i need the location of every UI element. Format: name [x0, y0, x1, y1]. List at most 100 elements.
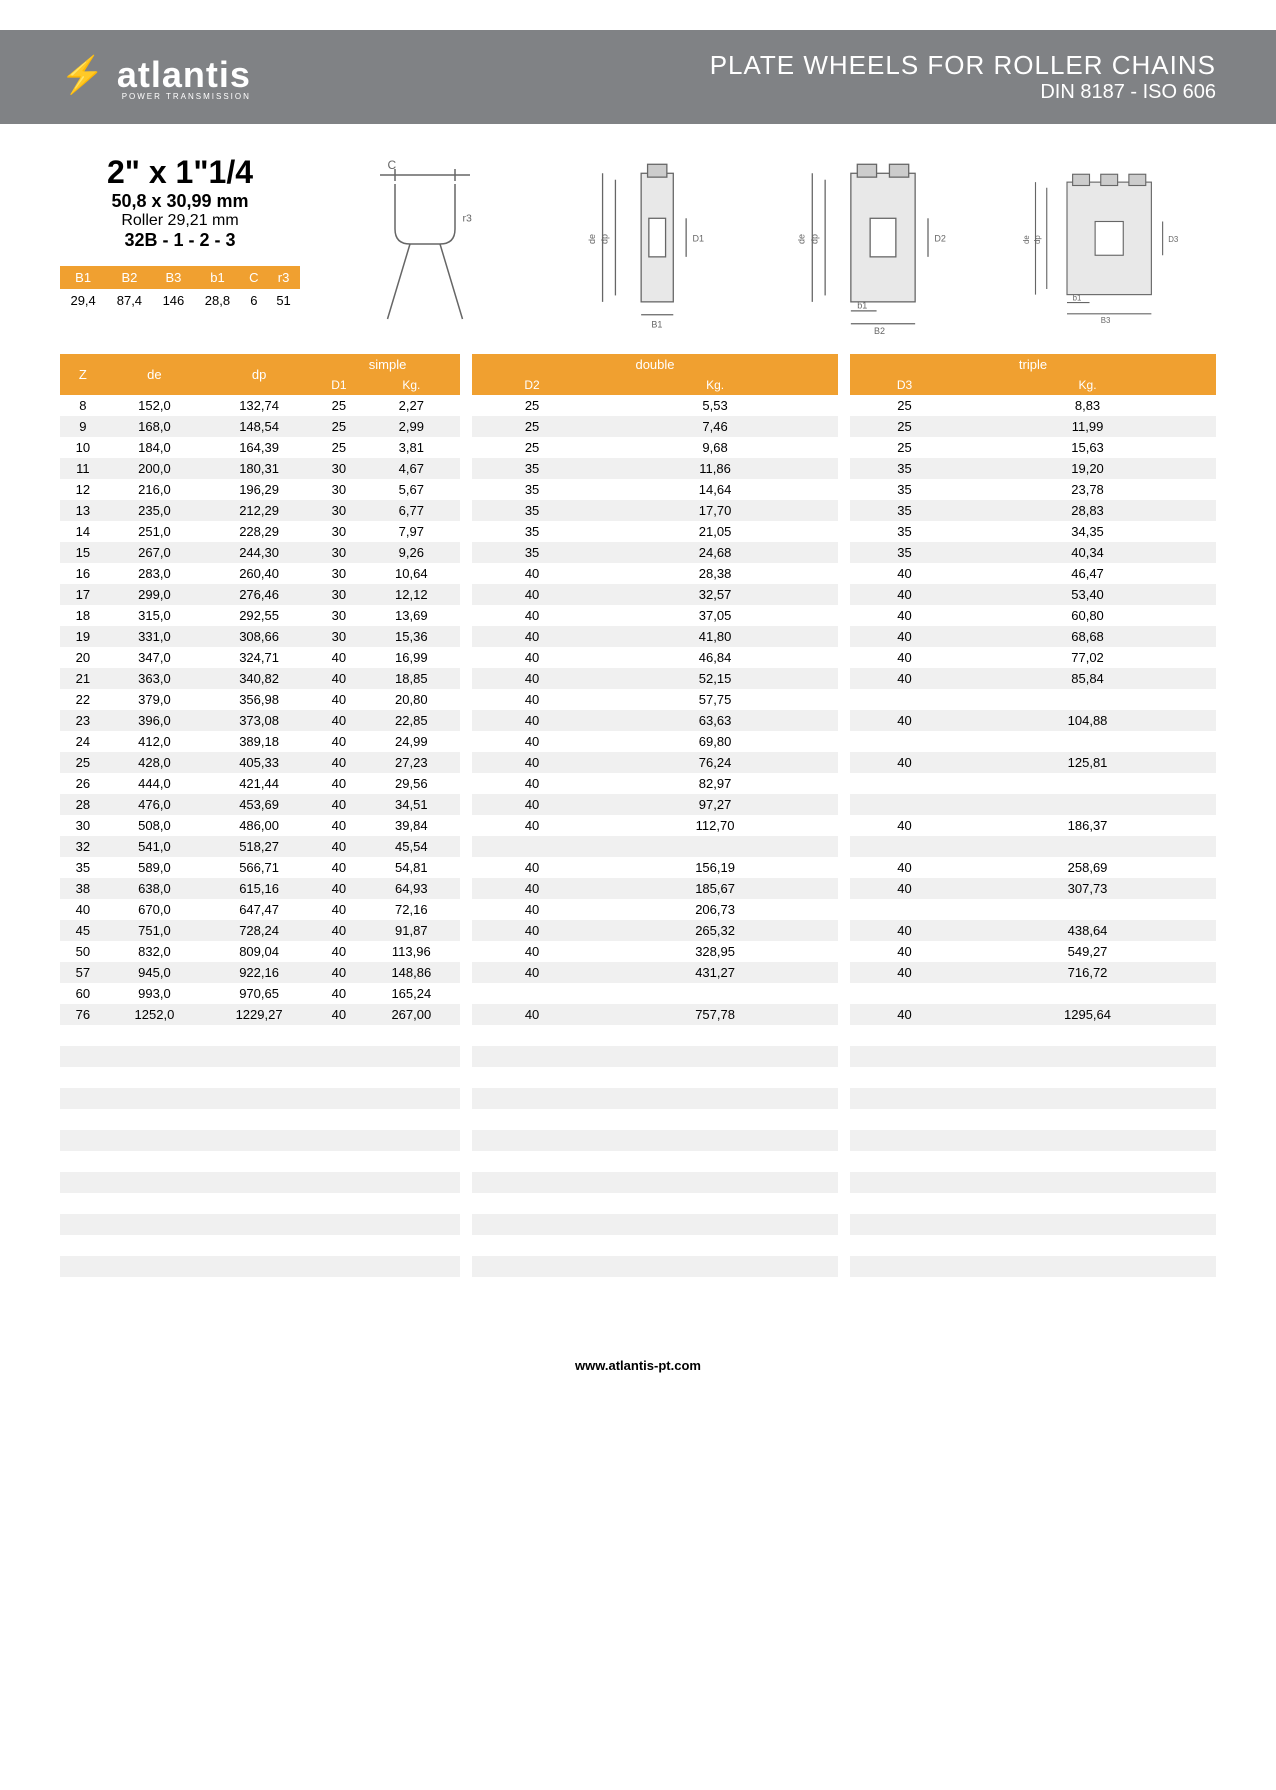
- table-cell: 638,0: [106, 878, 203, 899]
- table-cell: 35: [60, 857, 106, 878]
- table-cell: [472, 1130, 592, 1151]
- table-cell: 2,27: [363, 395, 460, 416]
- table-cell: 12,12: [363, 584, 460, 605]
- table-cell: 307,73: [959, 878, 1216, 899]
- table-cell: 22,85: [363, 710, 460, 731]
- table-cell: 670,0: [106, 899, 203, 920]
- table-cell: 104,88: [959, 710, 1216, 731]
- diagram-double: de dp D2 b1 B2: [793, 154, 973, 334]
- table-cell: 21,05: [592, 521, 838, 542]
- table-cell: [203, 1088, 315, 1109]
- table-cell: 40: [850, 857, 959, 878]
- table-cell: 64,93: [363, 878, 460, 899]
- table-cell: 832,0: [106, 941, 203, 962]
- spec-mm: 50,8 x 30,99 mm: [60, 191, 300, 212]
- table-cell: [363, 1025, 460, 1046]
- table-cell: 40: [850, 878, 959, 899]
- table-cell: [850, 731, 959, 752]
- table-cell: [850, 1046, 959, 1067]
- table-cell: 428,0: [106, 752, 203, 773]
- table-cell: 40: [315, 647, 363, 668]
- dim-value: 87,4: [106, 289, 152, 312]
- table-cell: [315, 1067, 363, 1088]
- table-cell: [592, 1025, 838, 1046]
- table-cell: [60, 1109, 106, 1130]
- table-cell: 97,27: [592, 794, 838, 815]
- table-cell: 57: [60, 962, 106, 983]
- table-cell: 1229,27: [203, 1004, 315, 1025]
- table-cell: 40: [850, 626, 959, 647]
- dim-header: r3: [267, 266, 300, 289]
- title-line2: DIN 8187 - ISO 606: [710, 81, 1216, 104]
- table-cell: 30: [315, 626, 363, 647]
- svg-text:de: de: [1022, 235, 1031, 244]
- table-cell: 40: [315, 941, 363, 962]
- table-cell: 53,40: [959, 584, 1216, 605]
- table-cell: 276,46: [203, 584, 315, 605]
- table-cell: [60, 1235, 106, 1256]
- table-cell: 16,99: [363, 647, 460, 668]
- table-cell: 25: [472, 395, 592, 416]
- table-cell: [60, 1256, 106, 1277]
- table-cell: [850, 1130, 959, 1151]
- svg-text:B3: B3: [1100, 316, 1110, 325]
- table-cell: 113,96: [363, 941, 460, 962]
- table-cell: [203, 1046, 315, 1067]
- table-cell: [106, 1277, 203, 1298]
- table-cell: 40: [850, 815, 959, 836]
- table-cell: [363, 1193, 460, 1214]
- table-cell: [203, 1109, 315, 1130]
- table-cell: 35: [850, 479, 959, 500]
- table-cell: [592, 1130, 838, 1151]
- table-cell: 40,34: [959, 542, 1216, 563]
- table-cell: 40: [472, 668, 592, 689]
- table-cell: 40: [472, 731, 592, 752]
- table-cell: [363, 1130, 460, 1151]
- table-cell: [60, 1151, 106, 1172]
- table-cell: 566,71: [203, 857, 315, 878]
- table-cell: [472, 836, 592, 857]
- table-cell: 7,97: [363, 521, 460, 542]
- table-cell: 30: [315, 605, 363, 626]
- table-cell: [472, 1256, 592, 1277]
- table-cell: 421,44: [203, 773, 315, 794]
- table-cell: 251,0: [106, 521, 203, 542]
- table-cell: [959, 1277, 1216, 1298]
- table-cell: [472, 1067, 592, 1088]
- table-cell: 14: [60, 521, 106, 542]
- table-cell: 27,23: [363, 752, 460, 773]
- table-cell: [203, 1130, 315, 1151]
- table-cell: 40: [472, 878, 592, 899]
- table-cell: [60, 1130, 106, 1151]
- table-cell: 30: [315, 479, 363, 500]
- col-d1: D1: [315, 375, 363, 395]
- table-cell: 45: [60, 920, 106, 941]
- table-cell: 13: [60, 500, 106, 521]
- table-cell: 30: [60, 815, 106, 836]
- table-cell: 541,0: [106, 836, 203, 857]
- table-cell: [472, 983, 592, 1004]
- table-cell: 328,95: [592, 941, 838, 962]
- svg-text:b1: b1: [1072, 293, 1081, 302]
- table-cell: 40: [315, 1004, 363, 1025]
- table-cell: 35: [472, 542, 592, 563]
- table-cell: 615,16: [203, 878, 315, 899]
- table-cell: 25: [60, 752, 106, 773]
- table-cell: 29,56: [363, 773, 460, 794]
- diagram-tooth: C r3: [335, 154, 515, 334]
- table-cell: 1295,64: [959, 1004, 1216, 1025]
- table-cell: [203, 1172, 315, 1193]
- table-cell: 152,0: [106, 395, 203, 416]
- table-cell: [850, 983, 959, 1004]
- table-cell: 60: [60, 983, 106, 1004]
- table-cell: 40: [472, 815, 592, 836]
- table-cell: 9,68: [592, 437, 838, 458]
- spec-roller: Roller 29,21 mm: [60, 212, 300, 230]
- table-cell: 12: [60, 479, 106, 500]
- table-cell: 125,81: [959, 752, 1216, 773]
- table-cell: 35: [472, 521, 592, 542]
- table-cell: [959, 731, 1216, 752]
- table-cell: [850, 1256, 959, 1277]
- table-cell: 922,16: [203, 962, 315, 983]
- svg-text:C: C: [387, 158, 396, 172]
